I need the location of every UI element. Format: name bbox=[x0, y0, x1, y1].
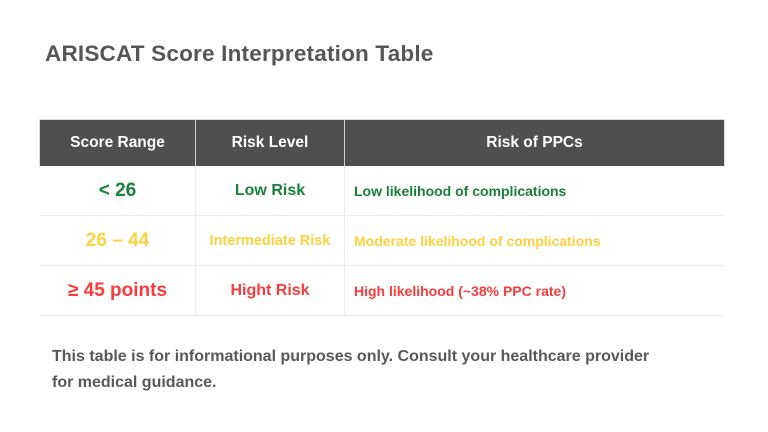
header-cell-risk-level: Risk Level bbox=[195, 120, 344, 166]
cell-risk-level-high: Hight Risk bbox=[195, 266, 344, 315]
table-row-low-risk: < 26 Low Risk Low likelihood of complica… bbox=[40, 166, 724, 216]
disclaimer-text: This table is for informational purposes… bbox=[52, 344, 649, 396]
table-row-high-risk: ≥ 45 points Hight Risk High likelihood (… bbox=[40, 266, 724, 316]
cell-risk-of-ppcs-high: High likelihood (~38% PPC rate) bbox=[344, 266, 724, 315]
disclaimer-line-1: This table is for informational purposes… bbox=[52, 348, 650, 365]
table-header-row: Score Range Risk Level Risk of PPCs bbox=[40, 120, 724, 166]
cell-risk-level-low: Low Risk bbox=[195, 166, 344, 215]
page-title: ARISCAT Score Interpretation Table bbox=[45, 41, 434, 66]
cell-risk-of-ppcs-intermediate: Moderate likelihood of complications bbox=[344, 216, 724, 265]
disclaimer-line-2: for medical guidance. bbox=[52, 374, 217, 391]
cell-score-range-low: < 26 bbox=[98, 179, 137, 201]
header-cell-risk-of-ppcs: Risk of PPCs bbox=[344, 120, 724, 166]
cell-risk-of-ppcs-low: Low likelihood of complications bbox=[344, 166, 724, 215]
table-row-intermediate-risk: 26 – 44 Intermediate Risk Moderate likel… bbox=[40, 216, 724, 266]
score-interpretation-table: Score Range Risk Level Risk of PPCs < 26… bbox=[40, 120, 724, 316]
cell-risk-level-intermediate: Intermediate Risk bbox=[195, 216, 344, 265]
cell-score-range-high: ≥ 45 points bbox=[67, 279, 168, 301]
header-cell-score-range: Score Range bbox=[70, 134, 165, 151]
cell-score-range-intermediate: 26 – 44 bbox=[85, 229, 150, 251]
